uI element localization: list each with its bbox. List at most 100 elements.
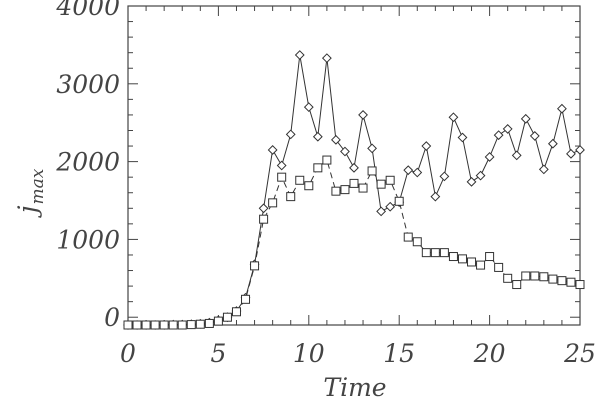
diamond-point — [285, 129, 296, 140]
y-tick-label: 3000 — [56, 70, 120, 99]
square-point — [250, 261, 260, 271]
square-point — [403, 232, 413, 242]
tick-labels: 0 5 10 15 20 25 0 1000 2000 3000 4000 — [55, 0, 596, 368]
diamond-point — [385, 201, 396, 212]
diamond-point — [448, 112, 459, 123]
y-tick-label: 4000 — [55, 0, 120, 21]
y-tick-label: 1000 — [56, 225, 120, 254]
square-point — [349, 178, 359, 188]
y-axis-label-letter: j — [13, 205, 42, 218]
square-point — [394, 196, 404, 206]
square-point — [566, 277, 576, 287]
square-point — [539, 272, 549, 282]
x-axis-label: Time — [323, 373, 386, 401]
diamond-point — [484, 152, 495, 162]
x-tick-label: 15 — [383, 339, 415, 368]
diamond-point — [331, 134, 341, 145]
square-point — [548, 274, 558, 284]
diamond-point — [294, 50, 305, 60]
diamond-point — [403, 165, 414, 176]
square-point — [304, 181, 314, 191]
plot-axes — [127, 5, 581, 326]
square-point — [485, 252, 495, 262]
square-point — [575, 280, 585, 290]
plot-frame — [127, 5, 581, 326]
diamond-point — [466, 176, 477, 187]
square-point — [421, 248, 431, 258]
square-point — [448, 252, 458, 262]
square-point — [259, 214, 269, 224]
square-point — [503, 273, 513, 283]
x-tick-label: 20 — [473, 339, 506, 368]
diamond-point — [566, 148, 576, 159]
diamond-point — [276, 160, 287, 171]
diamond-point — [421, 141, 432, 151]
series-line-diamond — [128, 54, 581, 326]
diamond-point — [412, 167, 423, 178]
diamond-point — [267, 145, 278, 155]
square-point — [213, 316, 223, 326]
square-point — [512, 280, 522, 290]
square-point — [177, 320, 187, 330]
diamond-point — [340, 146, 350, 157]
square-point — [367, 166, 377, 176]
diamond-point — [538, 164, 549, 175]
square-point — [340, 185, 350, 195]
diamond-point — [376, 206, 387, 217]
square-point — [195, 319, 205, 329]
square-point — [286, 192, 296, 202]
square-point — [231, 307, 241, 317]
square-point — [385, 175, 395, 185]
square-point — [222, 312, 232, 322]
diamond-point — [493, 130, 504, 141]
square-point — [123, 320, 133, 330]
y-axis-label-subscript: max — [28, 168, 48, 204]
diamond-point — [439, 171, 450, 182]
series-lines — [128, 54, 581, 326]
axis-ticks — [127, 5, 581, 325]
square-point — [141, 320, 151, 330]
y-tick-label: 2000 — [55, 148, 120, 177]
diamond-point — [358, 110, 368, 120]
square-point — [439, 248, 449, 258]
square-point — [521, 271, 531, 281]
diamond-point — [312, 131, 323, 142]
x-tick-label: 25 — [563, 339, 596, 368]
square-point — [358, 183, 368, 193]
diamond-point — [520, 113, 531, 124]
square-point — [476, 260, 486, 270]
diamond-point — [349, 162, 359, 173]
x-tick-label: 5 — [210, 339, 226, 368]
square-point — [132, 320, 142, 330]
diamond-point — [557, 103, 567, 114]
square-point — [331, 186, 341, 196]
y-tick-label: 0 — [104, 303, 120, 332]
square-point — [204, 318, 214, 328]
square-point — [168, 320, 178, 330]
diamond-point — [258, 203, 269, 214]
y-axis-label: jmax — [13, 168, 48, 218]
diamond-point — [575, 145, 585, 155]
diamond-point — [475, 170, 486, 181]
diamond-point — [430, 191, 441, 202]
square-point — [430, 248, 440, 258]
square-point — [150, 320, 160, 330]
diamond-point — [321, 53, 332, 64]
square-point — [159, 320, 169, 330]
diamond-point — [529, 131, 540, 141]
square-point — [241, 294, 251, 304]
y-axis-label-main: jmax — [13, 168, 48, 218]
diamond-point — [457, 132, 468, 143]
series-markers — [123, 50, 585, 330]
square-point — [530, 271, 540, 281]
diamond-point — [502, 124, 513, 134]
square-point — [322, 155, 332, 165]
diamond-point — [547, 138, 558, 149]
square-point — [457, 254, 467, 264]
square-point — [277, 172, 287, 182]
square-point — [412, 237, 422, 247]
x-tick-label: 0 — [120, 339, 136, 368]
diamond-point — [367, 143, 377, 154]
diamond-point — [303, 102, 314, 113]
